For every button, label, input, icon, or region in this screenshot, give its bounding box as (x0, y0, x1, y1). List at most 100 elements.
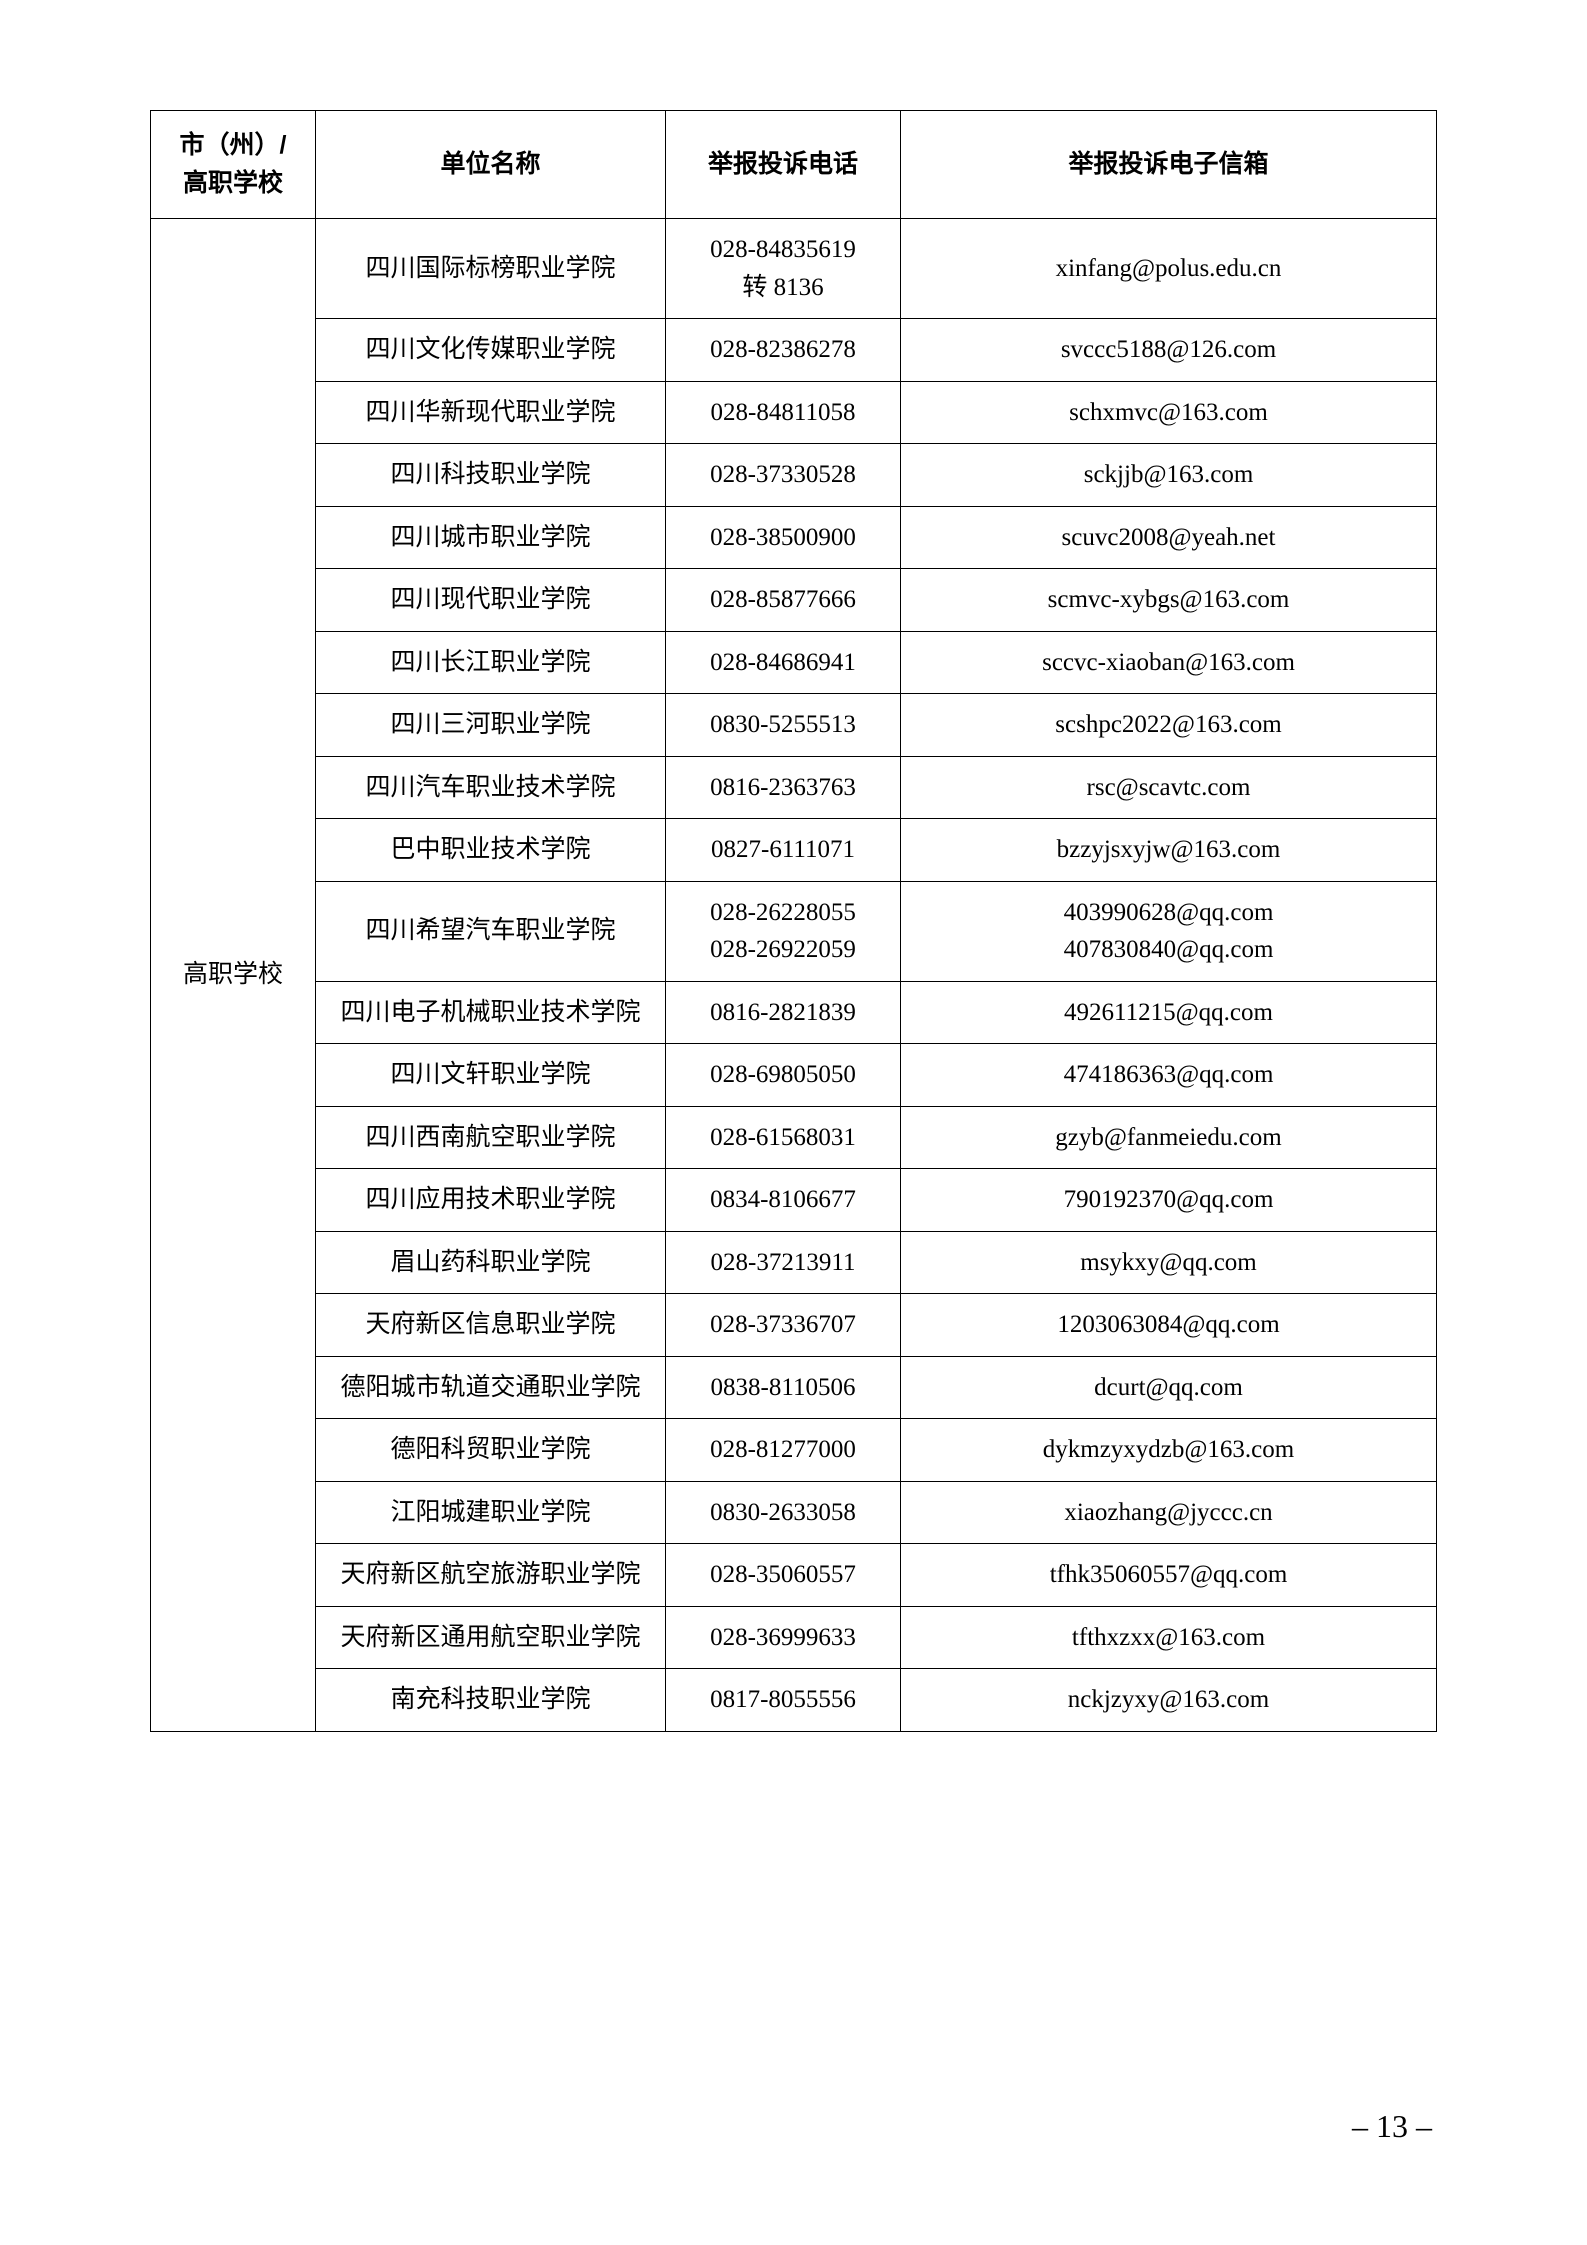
phone-cell: 028-35060557 (666, 1544, 901, 1607)
phone-cell: 028-37330528 (666, 444, 901, 507)
unit-name-cell: 南充科技职业学院 (316, 1669, 666, 1732)
phone-cell: 0830-5255513 (666, 694, 901, 757)
table-header-row: 市（州）/ 高职学校 单位名称 举报投诉电话 举报投诉电子信箱 (151, 111, 1437, 219)
unit-name-cell: 四川文轩职业学院 (316, 1044, 666, 1107)
email-cell: 1203063084@qq.com (901, 1294, 1437, 1357)
unit-name-cell: 德阳城市轨道交通职业学院 (316, 1356, 666, 1419)
table-row: 高职学校四川国际标榜职业学院028-84835619 转 8136xinfang… (151, 219, 1437, 319)
phone-cell: 028-38500900 (666, 506, 901, 569)
unit-name-cell: 四川三河职业学院 (316, 694, 666, 757)
phone-cell: 028-85877666 (666, 569, 901, 632)
email-cell: sccvc-xiaoban@163.com (901, 631, 1437, 694)
unit-name-cell: 四川西南航空职业学院 (316, 1106, 666, 1169)
page-number: – 13 – (1352, 2108, 1432, 2145)
table-row: 江阳城建职业学院0830-2633058xiaozhang@jyccc.cn (151, 1481, 1437, 1544)
email-cell: svccc5188@126.com (901, 319, 1437, 382)
unit-name-cell: 四川国际标榜职业学院 (316, 219, 666, 319)
table-row: 天府新区航空旅游职业学院028-35060557tfhk35060557@qq.… (151, 1544, 1437, 1607)
phone-cell: 028-61568031 (666, 1106, 901, 1169)
email-cell: gzyb@fanmeiedu.com (901, 1106, 1437, 1169)
email-cell: xiaozhang@jyccc.cn (901, 1481, 1437, 1544)
table-row: 四川三河职业学院0830-5255513scshpc2022@163.com (151, 694, 1437, 757)
email-cell: xinfang@polus.edu.cn (901, 219, 1437, 319)
phone-cell: 0817-8055556 (666, 1669, 901, 1732)
unit-name-cell: 四川应用技术职业学院 (316, 1169, 666, 1232)
table-row: 四川长江职业学院028-84686941sccvc-xiaoban@163.co… (151, 631, 1437, 694)
table-row: 四川汽车职业技术学院0816-2363763rsc@scavtc.com (151, 756, 1437, 819)
phone-cell: 0838-8110506 (666, 1356, 901, 1419)
email-cell: 403990628@qq.com 407830840@qq.com (901, 881, 1437, 981)
table-row: 天府新区通用航空职业学院028-36999633tfthxzxx@163.com (151, 1606, 1437, 1669)
phone-cell: 028-84835619 转 8136 (666, 219, 901, 319)
email-cell: scshpc2022@163.com (901, 694, 1437, 757)
email-cell: nckjzyxy@163.com (901, 1669, 1437, 1732)
header-unit-name: 单位名称 (316, 111, 666, 219)
unit-name-cell: 巴中职业技术学院 (316, 819, 666, 882)
phone-cell: 028-82386278 (666, 319, 901, 382)
unit-name-cell: 天府新区航空旅游职业学院 (316, 1544, 666, 1607)
contact-table: 市（州）/ 高职学校 单位名称 举报投诉电话 举报投诉电子信箱 高职学校四川国际… (150, 110, 1437, 1732)
phone-cell: 0816-2363763 (666, 756, 901, 819)
unit-name-cell: 四川科技职业学院 (316, 444, 666, 507)
phone-cell: 028-36999633 (666, 1606, 901, 1669)
header-city-school: 市（州）/ 高职学校 (151, 111, 316, 219)
phone-cell: 0834-8106677 (666, 1169, 901, 1232)
unit-name-cell: 江阳城建职业学院 (316, 1481, 666, 1544)
email-cell: dcurt@qq.com (901, 1356, 1437, 1419)
phone-cell: 028-37336707 (666, 1294, 901, 1357)
table-row: 眉山药科职业学院028-37213911msykxy@qq.com (151, 1231, 1437, 1294)
table-row: 德阳城市轨道交通职业学院0838-8110506dcurt@qq.com (151, 1356, 1437, 1419)
email-cell: tfhk35060557@qq.com (901, 1544, 1437, 1607)
email-cell: scmvc-xybgs@163.com (901, 569, 1437, 632)
table-row: 四川文化传媒职业学院028-82386278svccc5188@126.com (151, 319, 1437, 382)
email-cell: 492611215@qq.com (901, 981, 1437, 1044)
unit-name-cell: 天府新区通用航空职业学院 (316, 1606, 666, 1669)
email-cell: 474186363@qq.com (901, 1044, 1437, 1107)
email-cell: schxmvc@163.com (901, 381, 1437, 444)
email-cell: rsc@scavtc.com (901, 756, 1437, 819)
unit-name-cell: 四川城市职业学院 (316, 506, 666, 569)
phone-cell: 028-84811058 (666, 381, 901, 444)
phone-cell: 0827-6111071 (666, 819, 901, 882)
phone-cell: 028-84686941 (666, 631, 901, 694)
table-row: 四川文轩职业学院028-69805050474186363@qq.com (151, 1044, 1437, 1107)
phone-cell: 028-37213911 (666, 1231, 901, 1294)
unit-name-cell: 四川文化传媒职业学院 (316, 319, 666, 382)
table-row: 四川西南航空职业学院028-61568031gzyb@fanmeiedu.com (151, 1106, 1437, 1169)
email-cell: msykxy@qq.com (901, 1231, 1437, 1294)
phone-cell: 028-26228055 028-26922059 (666, 881, 901, 981)
unit-name-cell: 四川华新现代职业学院 (316, 381, 666, 444)
table-row: 四川城市职业学院028-38500900scuvc2008@yeah.net (151, 506, 1437, 569)
unit-name-cell: 眉山药科职业学院 (316, 1231, 666, 1294)
phone-cell: 0816-2821839 (666, 981, 901, 1044)
unit-name-cell: 四川电子机械职业技术学院 (316, 981, 666, 1044)
unit-name-cell: 四川现代职业学院 (316, 569, 666, 632)
table-row: 四川电子机械职业技术学院0816-2821839492611215@qq.com (151, 981, 1437, 1044)
header-email: 举报投诉电子信箱 (901, 111, 1437, 219)
table-row: 四川希望汽车职业学院028-26228055 028-2692205940399… (151, 881, 1437, 981)
phone-cell: 0830-2633058 (666, 1481, 901, 1544)
unit-name-cell: 四川希望汽车职业学院 (316, 881, 666, 981)
phone-cell: 028-69805050 (666, 1044, 901, 1107)
table-row: 天府新区信息职业学院028-373367071203063084@qq.com (151, 1294, 1437, 1357)
table-row: 德阳科贸职业学院028-81277000dykmzyxydzb@163.com (151, 1419, 1437, 1482)
email-cell: sckjjb@163.com (901, 444, 1437, 507)
email-cell: bzzyjsxyjw@163.com (901, 819, 1437, 882)
header-phone: 举报投诉电话 (666, 111, 901, 219)
table-row: 四川华新现代职业学院028-84811058schxmvc@163.com (151, 381, 1437, 444)
unit-name-cell: 四川汽车职业技术学院 (316, 756, 666, 819)
email-cell: scuvc2008@yeah.net (901, 506, 1437, 569)
category-cell: 高职学校 (151, 219, 316, 1732)
email-cell: dykmzyxydzb@163.com (901, 1419, 1437, 1482)
phone-cell: 028-81277000 (666, 1419, 901, 1482)
email-cell: 790192370@qq.com (901, 1169, 1437, 1232)
table-row: 巴中职业技术学院0827-6111071bzzyjsxyjw@163.com (151, 819, 1437, 882)
table-row: 四川应用技术职业学院0834-8106677790192370@qq.com (151, 1169, 1437, 1232)
unit-name-cell: 天府新区信息职业学院 (316, 1294, 666, 1357)
unit-name-cell: 四川长江职业学院 (316, 631, 666, 694)
table-row: 四川现代职业学院028-85877666scmvc-xybgs@163.com (151, 569, 1437, 632)
unit-name-cell: 德阳科贸职业学院 (316, 1419, 666, 1482)
email-cell: tfthxzxx@163.com (901, 1606, 1437, 1669)
table-row: 四川科技职业学院028-37330528sckjjb@163.com (151, 444, 1437, 507)
table-row: 南充科技职业学院0817-8055556nckjzyxy@163.com (151, 1669, 1437, 1732)
